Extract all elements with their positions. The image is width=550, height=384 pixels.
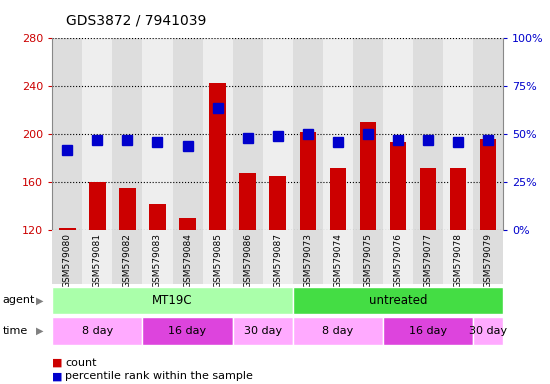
Text: agent: agent [3, 295, 35, 306]
Bar [202, 38, 233, 230]
Text: GSM579078: GSM579078 [454, 233, 463, 288]
Text: GSM579074: GSM579074 [333, 233, 343, 288]
Bar [300, 132, 316, 230]
Bar [149, 204, 166, 230]
Bar [233, 317, 293, 345]
Bar [142, 230, 173, 284]
Bar [82, 38, 112, 230]
Bar [239, 173, 256, 230]
Text: GSM579073: GSM579073 [303, 233, 312, 288]
Text: GSM579083: GSM579083 [153, 233, 162, 288]
Bar [142, 38, 173, 230]
Text: 16 day: 16 day [409, 326, 447, 336]
Text: GSM579080: GSM579080 [63, 233, 72, 288]
Bar [293, 317, 383, 345]
Text: 8 day: 8 day [322, 326, 354, 336]
Text: GSM579075: GSM579075 [364, 233, 372, 288]
Bar [443, 230, 473, 284]
Bar [52, 317, 142, 345]
Text: ▶: ▶ [36, 295, 43, 306]
Bar [263, 38, 293, 230]
Bar [263, 230, 293, 284]
Bar [480, 139, 497, 230]
Text: ▶: ▶ [36, 326, 43, 336]
Text: GSM579086: GSM579086 [243, 233, 252, 288]
Bar [202, 230, 233, 284]
Bar [52, 38, 82, 230]
Bar [173, 230, 202, 284]
Text: GSM579084: GSM579084 [183, 233, 192, 288]
Text: MT19C: MT19C [152, 294, 193, 307]
Text: count: count [65, 358, 96, 368]
Bar [473, 230, 503, 284]
Bar [52, 286, 293, 314]
Bar [353, 230, 383, 284]
Bar [390, 142, 406, 230]
Text: 30 day: 30 day [244, 326, 282, 336]
Bar [89, 182, 106, 230]
Text: ■: ■ [52, 358, 63, 368]
Bar [323, 38, 353, 230]
Bar [293, 230, 323, 284]
Text: GSM579076: GSM579076 [393, 233, 403, 288]
Bar [210, 83, 226, 230]
Bar [420, 168, 436, 230]
Bar [142, 317, 233, 345]
Bar [473, 38, 503, 230]
Bar [473, 317, 503, 345]
Bar [112, 230, 142, 284]
Bar [353, 38, 383, 230]
Text: percentile rank within the sample: percentile rank within the sample [65, 371, 253, 381]
Bar [383, 38, 413, 230]
Text: time: time [3, 326, 28, 336]
Bar [413, 230, 443, 284]
Bar [443, 38, 473, 230]
Bar [52, 230, 82, 284]
Text: GDS3872 / 7941039: GDS3872 / 7941039 [66, 13, 206, 27]
Text: GSM579081: GSM579081 [93, 233, 102, 288]
Bar [112, 38, 142, 230]
Bar [59, 228, 75, 230]
Bar [329, 168, 346, 230]
Bar [82, 230, 112, 284]
Text: ■: ■ [52, 371, 63, 381]
Bar [360, 122, 376, 230]
Bar [179, 218, 196, 230]
Bar [233, 230, 263, 284]
Bar [323, 230, 353, 284]
Text: GSM579085: GSM579085 [213, 233, 222, 288]
Text: 16 day: 16 day [168, 326, 207, 336]
Bar [233, 38, 263, 230]
Bar [383, 230, 413, 284]
Bar [413, 38, 443, 230]
Bar [293, 286, 503, 314]
Bar [173, 38, 202, 230]
Bar [270, 176, 286, 230]
Text: GSM579077: GSM579077 [424, 233, 433, 288]
Text: GSM579079: GSM579079 [483, 233, 493, 288]
Text: 8 day: 8 day [82, 326, 113, 336]
Bar [383, 317, 473, 345]
Text: GSM579087: GSM579087 [273, 233, 282, 288]
Text: 30 day: 30 day [469, 326, 507, 336]
Bar [293, 38, 323, 230]
Bar [450, 168, 466, 230]
Text: untreated: untreated [368, 294, 427, 307]
Bar [119, 189, 136, 230]
Text: GSM579082: GSM579082 [123, 233, 132, 288]
